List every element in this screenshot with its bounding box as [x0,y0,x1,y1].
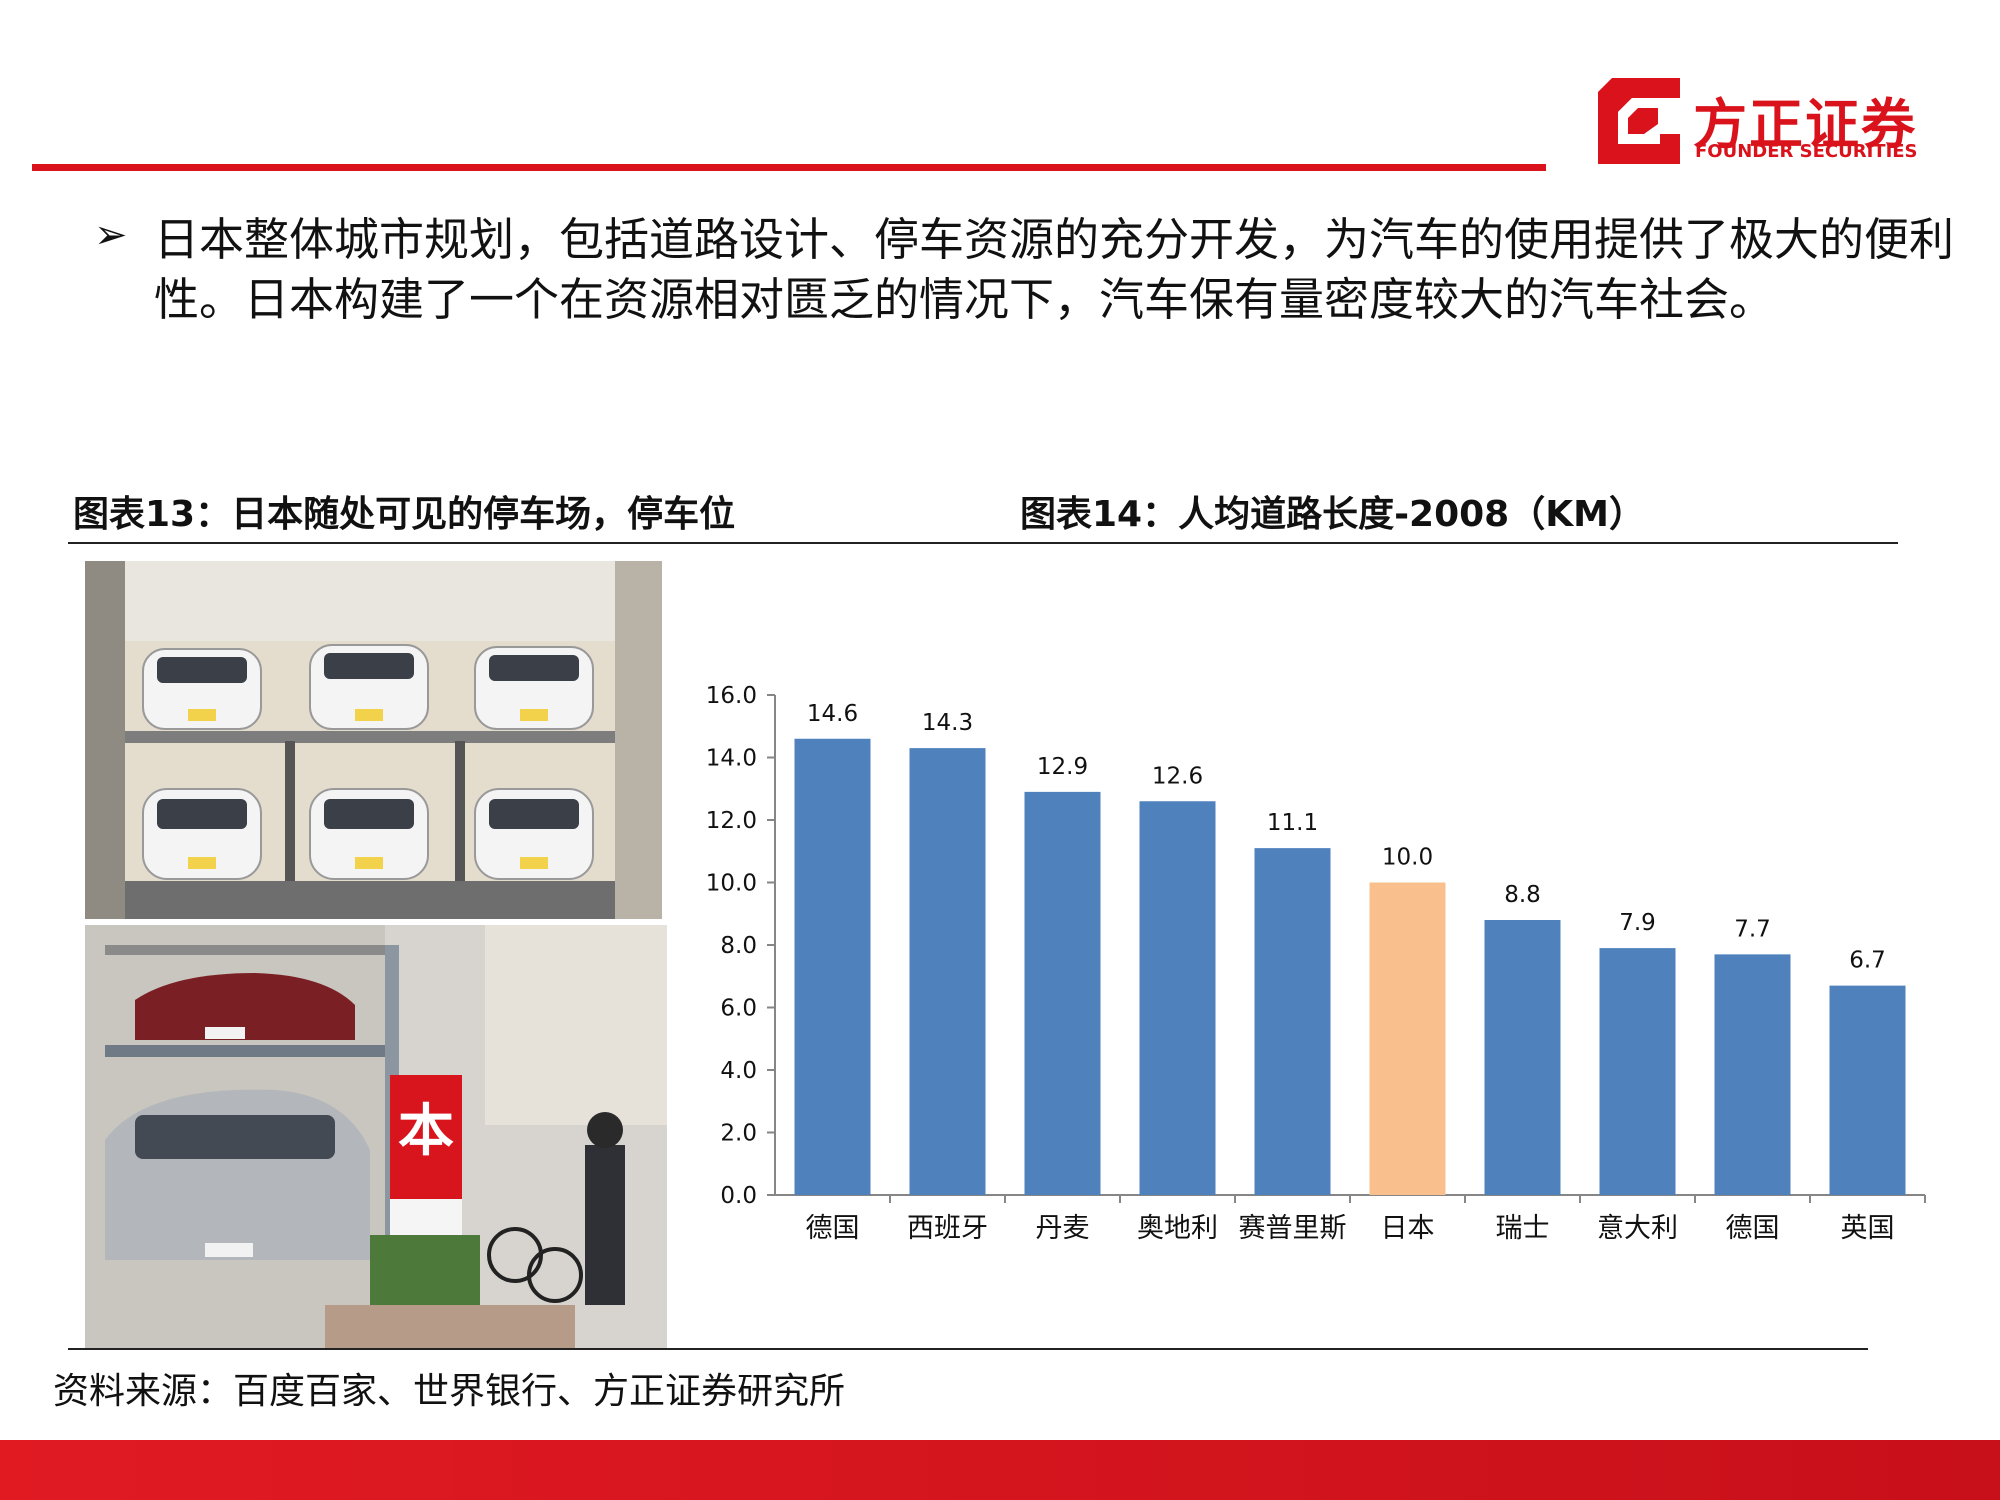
bar [1139,801,1216,1195]
bar [1024,791,1101,1195]
source-rule [68,1348,1868,1350]
y-tick-label: 16.0 [706,683,757,709]
data-label: 12.6 [1152,763,1203,789]
data-label: 7.7 [1734,916,1771,942]
figure13-title: 图表13：日本随处可见的停车场，停车位 [73,494,736,535]
bullet-text: 日本整体城市规划，包括道路设计、停车资源的充分开发，为汽车的使用提供了极大的便利… [154,213,1955,326]
data-label: 7.9 [1619,910,1656,936]
y-tick-label: 6.0 [720,996,757,1022]
founder-logo-icon [1598,78,1680,164]
x-tick-label: 奥地利 [1137,1213,1218,1244]
parking-lift-photo [85,561,662,919]
y-tick-label: 4.0 [720,1058,757,1084]
footer-bar [0,1440,2000,1500]
bookstore-sign: 本 [398,1099,454,1164]
bar [794,738,871,1195]
y-tick-label: 8.0 [720,933,757,959]
x-tick-label: 赛普里斯 [1239,1213,1347,1244]
data-label: 8.8 [1504,882,1541,908]
brand-name-cn: 方正证券 [1693,93,1917,156]
header-rule [32,164,1546,171]
street-parking-photo: 本 [85,925,667,1348]
parking-photos: 本 [85,561,667,1348]
brand-logo: 方正证券 FOUNDER SECURITIES [1598,78,1928,168]
y-tick-label: 14.0 [706,746,757,772]
x-tick-label: 意大利 [1597,1213,1678,1244]
bar [909,748,986,1195]
x-tick-label: 日本 [1381,1213,1435,1244]
data-label: 14.6 [807,701,858,727]
bar [1484,920,1561,1195]
road-length-chart: 0.0 2.0 4.0 6.0 8.0 10.0 12.0 14.0 16.0 14.6 德国 14.… [670,640,1930,1280]
data-label: 14.3 [922,710,973,736]
bar [1599,948,1676,1195]
data-label: 6.7 [1849,948,1886,974]
data-label: 11.1 [1267,810,1318,836]
x-tick-label: 德国 [1726,1213,1780,1244]
data-label: 12.9 [1037,754,1088,780]
x-tick-label: 英国 [1841,1213,1895,1244]
x-tick-label: 德国 [806,1213,860,1244]
x-tick-label: 西班牙 [907,1213,988,1244]
arrow-bullet-icon: ➢ [94,212,128,258]
bar [1369,882,1446,1195]
data-label: 10.0 [1382,845,1433,871]
bar [1829,985,1906,1195]
y-tick-label: 10.0 [706,871,757,897]
y-tick-label: 2.0 [720,1121,757,1147]
brand-name-en: FOUNDER SECURITIES [1695,141,1918,162]
x-tick-label: 瑞士 [1496,1213,1550,1244]
bar [1254,848,1331,1195]
figure-title-rule [68,542,1898,544]
bar [1714,954,1791,1195]
x-tick-label: 丹麦 [1036,1213,1090,1244]
y-tick-label: 0.0 [720,1183,757,1209]
figure14-title: 图表14：人均道路长度-2008（KM） [1020,494,1645,535]
bar-chart-svg: 0.0 2.0 4.0 6.0 8.0 10.0 12.0 14.0 16.0 14.6 德国 14.… [706,683,1926,1244]
y-tick-label: 12.0 [706,808,757,834]
source-note: 资料来源：百度百家、世界银行、方正证券研究所 [53,1371,846,1412]
